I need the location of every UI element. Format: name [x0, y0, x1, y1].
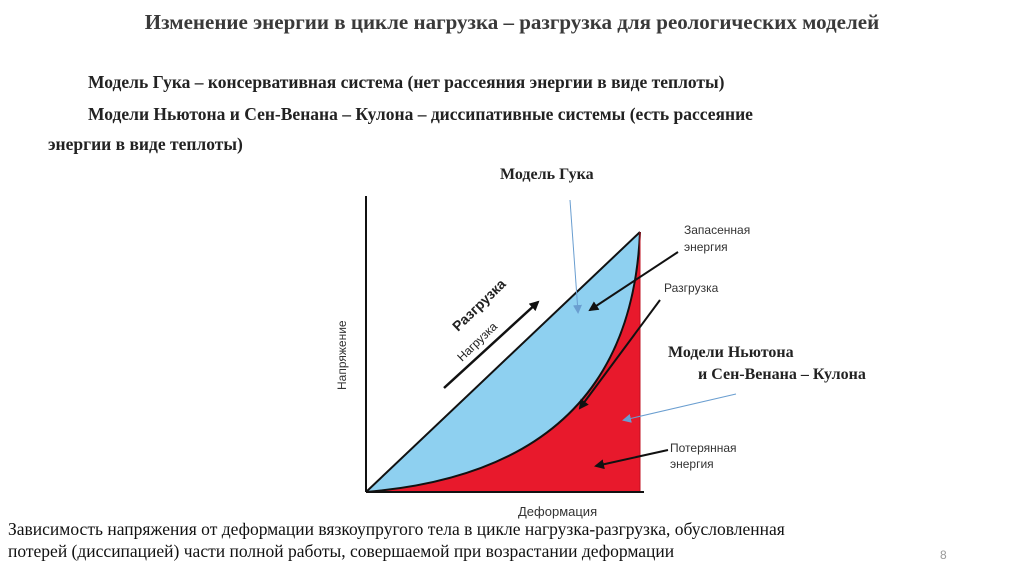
- hooke-model-label: Модель Гука: [500, 166, 594, 183]
- newton-model-label: Модели Ньютона и Сен-Венана – Кулона: [668, 342, 866, 386]
- hooke-statement: Модель Гука – консервативная система (не…: [88, 72, 725, 92]
- direction-arrow: [443, 300, 540, 389]
- x-axis-label: Деформация: [518, 504, 597, 519]
- newton-model-label-line2: и Сен-Венана – Кулона: [698, 366, 866, 383]
- figure-caption: Зависимость напряжения от деформации вяз…: [8, 518, 785, 562]
- loading-line: [365, 231, 641, 493]
- unloading-curve: [365, 231, 641, 493]
- newton-statement-continued: энергии в виде теплоты): [48, 134, 243, 154]
- newton-pointer: [622, 393, 737, 423]
- page-number: 8: [940, 548, 947, 562]
- stored-energy-label-1: Запасенная: [684, 223, 750, 237]
- lost-energy-label-1: Потерянная: [670, 441, 737, 455]
- caption-line2: потерей (диссипацией) части полной работ…: [8, 541, 675, 561]
- newton-statement: Модели Ньютона и Сен-Венана – Кулона – д…: [88, 104, 753, 124]
- hooke-pointer: [569, 199, 582, 314]
- newton-model-label-line1: Модели Ньютона: [668, 344, 794, 361]
- stored-energy-pointer: [588, 251, 679, 312]
- lost-energy-pointer: [594, 449, 669, 470]
- unloading-pointer: [578, 299, 661, 410]
- lost-energy-label-2: энергия: [670, 457, 714, 471]
- slide-title: Изменение энергии в цикле нагрузка – раз…: [144, 10, 880, 34]
- caption-line1: Зависимость напряжения от деформации вяз…: [8, 519, 785, 539]
- unloading-curve-label: Разгрузка: [664, 281, 719, 295]
- y-axis-label: Напряжение: [335, 320, 349, 390]
- unload-direction-label: Разгрузка: [449, 276, 509, 335]
- stored-energy-label-2: энергия: [684, 240, 728, 254]
- lost-energy-area: [366, 232, 640, 492]
